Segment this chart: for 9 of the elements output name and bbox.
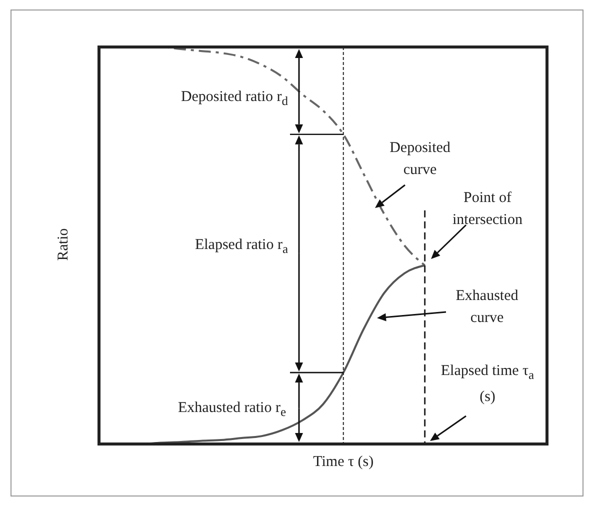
annotation: Exhausted curve — [454, 287, 520, 328]
annotation: Point of intersection — [452, 189, 524, 230]
annotation: Elapsed ratio r$_{a}$ — [194, 236, 288, 258]
annotation: Exhausted ratio r$_{e}$ — [176, 399, 286, 421]
y-axis-title: Ratio — [56, 227, 72, 263]
x-axis-title: Time τ (s) — [312, 454, 375, 471]
annotation: Deposited curve — [388, 139, 452, 180]
text: Elapsed time τ$_{a}$ (s) — [440, 363, 534, 405]
annotation: Deposited ratio r$_{d}$ — [180, 88, 288, 110]
